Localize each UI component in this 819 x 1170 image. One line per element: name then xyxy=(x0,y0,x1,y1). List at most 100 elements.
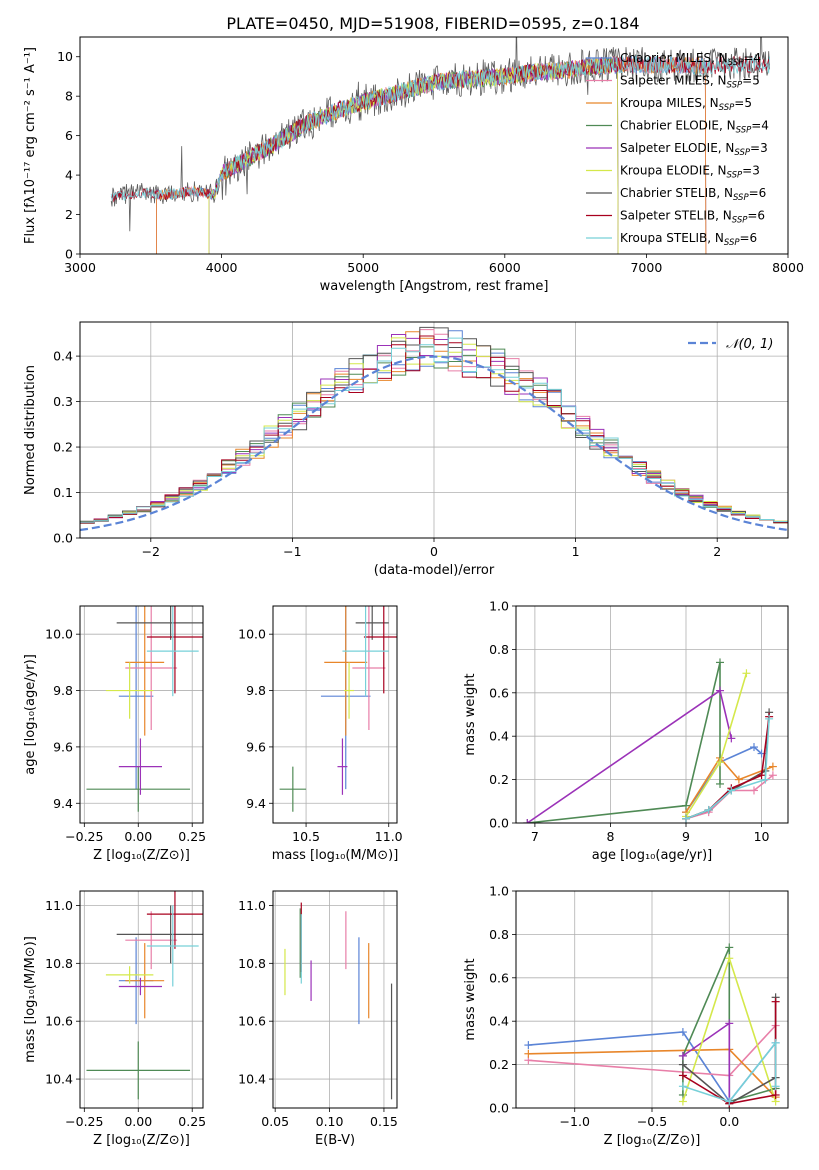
y-tick-label: 0.8 xyxy=(489,927,509,942)
errorbar-point xyxy=(363,606,397,694)
legend-label: Kroupa STELIB, NSSP=6 xyxy=(620,231,757,248)
weight-marker xyxy=(771,1090,780,1099)
weight-marker xyxy=(524,1049,533,1058)
errorbar-point xyxy=(352,606,386,730)
errorbar-point xyxy=(324,606,368,736)
errorbar-point xyxy=(279,766,307,812)
weight-marker xyxy=(771,1038,780,1047)
x-tick-label: 10 xyxy=(754,829,770,844)
y-tick-label: 0.8 xyxy=(489,642,509,657)
weight-marker xyxy=(750,786,758,795)
weight-series-line xyxy=(682,1040,777,1103)
x-tick-label: 0.15 xyxy=(370,1114,398,1129)
weight-marker xyxy=(716,658,724,667)
y-tick-label: 9.6 xyxy=(53,739,73,754)
legend-label: Salpeter MILES, NSSP=5 xyxy=(620,74,760,91)
errorbar-point xyxy=(125,606,165,736)
y-tick-label: 11.0 xyxy=(238,898,266,913)
y-tick-label: 10.0 xyxy=(45,627,73,642)
figure-title: PLATE=0450, MJD=51908, FIBERID=0595, z=0… xyxy=(226,14,639,33)
x-tick-label: 7000 xyxy=(630,260,662,275)
weight-marker xyxy=(716,779,724,788)
y-tick-label: 2 xyxy=(65,207,73,222)
age-vs-Z-panel: −0.25 0.00 0.25 9.4 9.6 9.8 10.0 Z [log₁₀(Z/Z⊙)… xyxy=(23,605,206,863)
weight-marker xyxy=(771,1082,780,1091)
histogram-step-line xyxy=(80,337,788,523)
x-tick-label: 0.25 xyxy=(178,1114,206,1129)
axes-frame xyxy=(272,890,398,1109)
errorbar-point xyxy=(125,606,178,730)
weight-marker xyxy=(678,1060,687,1069)
errorbars xyxy=(86,606,203,812)
x-tick-label: 3000 xyxy=(64,260,96,275)
y-axis-label: age [log₁₀(age/yr)] xyxy=(23,654,38,775)
weight-marker xyxy=(765,714,774,723)
y-tick-label: 8 xyxy=(65,89,73,104)
errorbar-point xyxy=(105,966,154,984)
weight-marker xyxy=(678,1051,687,1060)
errorbar-point xyxy=(125,911,178,970)
legend-label: Kroupa ELODIE, NSSP=3 xyxy=(620,164,760,181)
weight-marker xyxy=(768,771,777,780)
weight-series-line xyxy=(685,746,763,813)
weight-marker xyxy=(704,805,713,814)
y-tick-label: 9.4 xyxy=(53,796,73,811)
legend-label: Chabrier ELODIE, NSSP=4 xyxy=(620,119,769,136)
errorbar-point xyxy=(342,606,389,697)
y-tick-label: 9.6 xyxy=(246,739,266,754)
x-tick-label: −0.25 xyxy=(65,1114,103,1129)
legend-label: Chabrier STELIB, NSSP=6 xyxy=(620,186,766,203)
errorbar-point xyxy=(86,1041,191,1100)
errorbar-point xyxy=(344,662,355,719)
axes-frame xyxy=(79,890,204,1109)
histograms xyxy=(80,326,788,532)
y-tick-label: 0.2 xyxy=(489,772,509,787)
weight-marker xyxy=(725,943,734,952)
weight-lines xyxy=(524,943,780,1108)
y-tick-label: 10.4 xyxy=(45,1072,73,1087)
weight-marker xyxy=(725,954,734,963)
x-axis-label: (data-model)/error xyxy=(374,563,495,578)
errorbar-point xyxy=(105,662,154,719)
y-tick-label: 0.0 xyxy=(53,531,73,546)
weight-marker xyxy=(727,734,736,743)
y-tick-label: 0.0 xyxy=(489,1101,509,1116)
x-tick-label: 8 xyxy=(606,829,614,844)
errorbars xyxy=(284,902,393,1100)
y-tick-label: 10.8 xyxy=(238,956,266,971)
weight-marker xyxy=(523,819,532,823)
x-axis-label: wavelength [Angstrom, rest frame] xyxy=(320,279,549,294)
errorbar-point xyxy=(337,738,348,795)
x-tick-label: 0.05 xyxy=(261,1114,289,1129)
y-tick-label: 6 xyxy=(65,128,73,143)
age-vs-mass-panel: 10.5 11.0 9.4 9.6 9.8 10.0 mass [log₁₀(M/M⊙)] xyxy=(238,605,403,863)
x-tick-label: 0.25 xyxy=(178,829,206,844)
y-tick-label: 0.2 xyxy=(53,440,73,455)
axes-frame xyxy=(272,605,398,824)
x-axis-label: age [log₁₀(age/yr)] xyxy=(592,848,713,863)
y-axis-label: mass [log₁₀(M/M⊙)] xyxy=(23,936,38,1063)
y-tick-label: 9.8 xyxy=(246,683,266,698)
x-tick-label: 1 xyxy=(572,544,580,559)
weight-marker xyxy=(678,1097,687,1106)
weight-marker xyxy=(771,997,780,1006)
histogram-step-line xyxy=(80,326,788,524)
y-tick-label: 0.6 xyxy=(489,970,509,985)
axes-frame xyxy=(79,36,789,255)
weight-marker xyxy=(716,758,724,767)
weight-marker xyxy=(524,1041,533,1050)
errorbar-point xyxy=(116,606,203,640)
x-axis-label: Z [log₁₀(Z/Z⊙)] xyxy=(93,848,190,863)
weight-vs-Z-panel: −1.0 −0.5 0.0 0.0 0.2 0.4 0.6 0.8 1.0 Z [log₁₀(Z/… xyxy=(463,884,789,1148)
errorbar-point xyxy=(146,905,199,987)
legend-label: Kroupa MILES, NSSP=5 xyxy=(620,96,752,113)
y-axis-label: Flux [fλ10⁻¹⁷ erg cm⁻² s⁻¹ A⁻¹] xyxy=(23,47,38,244)
x-tick-label: −0.5 xyxy=(637,1114,667,1129)
axes-frame xyxy=(515,890,789,1109)
errorbar-point xyxy=(146,606,199,697)
x-tick-label: 7 xyxy=(531,829,539,844)
y-axis-label: mass weight xyxy=(463,673,478,755)
histogram-step-line xyxy=(80,335,788,524)
y-tick-label: 10.8 xyxy=(45,956,73,971)
weight-series-line xyxy=(685,718,770,820)
